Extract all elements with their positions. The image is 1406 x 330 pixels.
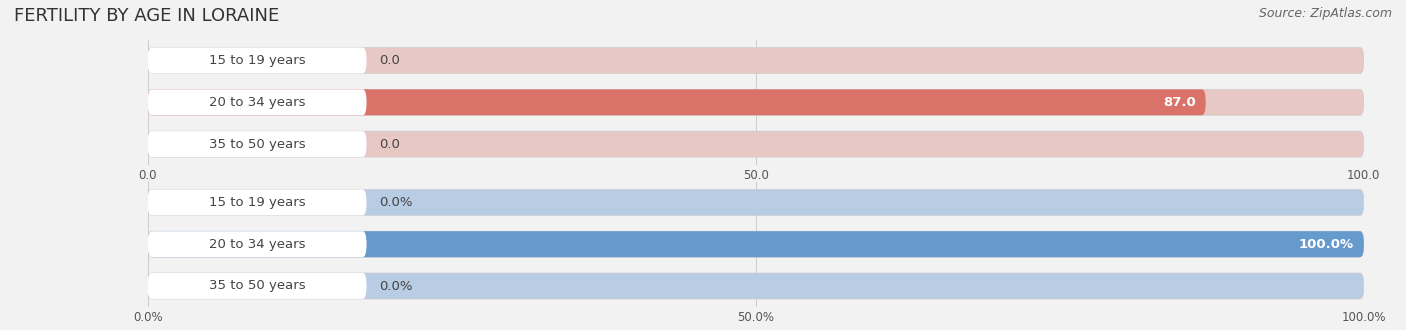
FancyBboxPatch shape (148, 273, 367, 299)
Text: 0.0%: 0.0% (378, 196, 412, 209)
Text: 0.0%: 0.0% (378, 280, 412, 292)
FancyBboxPatch shape (148, 231, 367, 257)
Text: 15 to 19 years: 15 to 19 years (208, 54, 305, 67)
FancyBboxPatch shape (148, 48, 367, 74)
FancyBboxPatch shape (148, 189, 1364, 215)
Text: 15 to 19 years: 15 to 19 years (208, 196, 305, 209)
FancyBboxPatch shape (148, 131, 1364, 157)
Text: 20 to 34 years: 20 to 34 years (209, 96, 305, 109)
FancyBboxPatch shape (148, 231, 1364, 257)
FancyBboxPatch shape (148, 89, 1206, 115)
Text: Source: ZipAtlas.com: Source: ZipAtlas.com (1258, 7, 1392, 19)
Text: 100.0%: 100.0% (1299, 238, 1354, 251)
FancyBboxPatch shape (148, 231, 1364, 257)
Text: 35 to 50 years: 35 to 50 years (208, 138, 305, 150)
Text: 35 to 50 years: 35 to 50 years (208, 280, 305, 292)
Text: 0.0: 0.0 (378, 138, 399, 150)
FancyBboxPatch shape (148, 189, 367, 215)
FancyBboxPatch shape (148, 89, 1364, 115)
FancyBboxPatch shape (148, 89, 367, 115)
Text: FERTILITY BY AGE IN LORAINE: FERTILITY BY AGE IN LORAINE (14, 7, 280, 25)
FancyBboxPatch shape (148, 48, 1364, 74)
Text: 20 to 34 years: 20 to 34 years (209, 238, 305, 251)
FancyBboxPatch shape (148, 131, 367, 157)
FancyBboxPatch shape (148, 273, 1364, 299)
Text: 0.0: 0.0 (378, 54, 399, 67)
Text: 87.0: 87.0 (1163, 96, 1197, 109)
